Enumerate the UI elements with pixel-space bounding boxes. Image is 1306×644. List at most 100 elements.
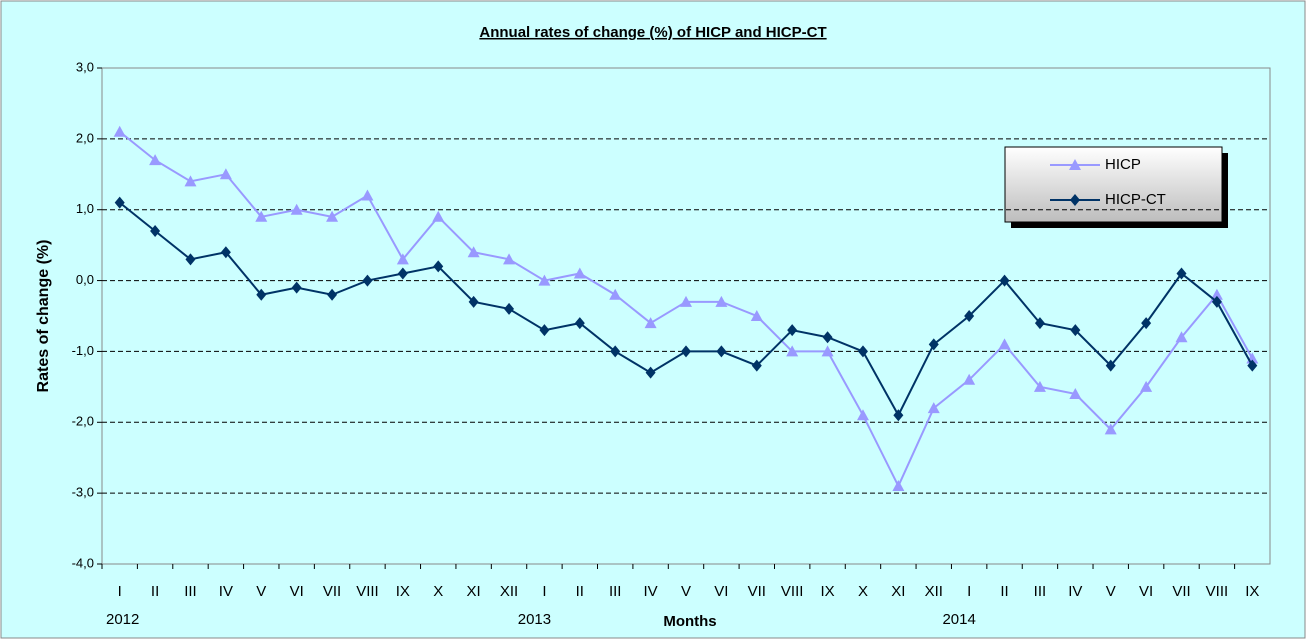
point-marker [856,409,869,421]
x-tick-label: II [1000,583,1008,600]
point-marker [219,168,232,180]
point-marker [857,345,868,358]
point-marker [1210,288,1223,300]
x-tick-label: I [542,583,546,600]
point-marker [751,359,762,372]
point-marker [750,310,763,321]
point-marker [396,253,409,265]
point-marker [822,331,833,344]
x-tick-label: I [967,583,971,600]
point-marker [290,203,303,215]
year-label: 2013 [518,611,551,628]
point-marker [468,295,479,308]
y-tick-label: 0,0 [76,272,94,287]
point-marker [1070,324,1081,337]
point-marker [1247,359,1258,372]
year-label: 2012 [106,611,139,628]
x-tick-label: XII [500,583,518,600]
point-marker [716,345,727,358]
point-marker [998,338,1011,350]
point-marker [927,402,940,414]
x-tick-label: XI [891,583,905,600]
point-marker [1034,317,1045,330]
point-marker [574,317,585,330]
point-marker [573,267,586,279]
point-marker [644,317,657,329]
point-marker [113,125,126,137]
x-tick-label: III [1034,583,1047,600]
x-tick-label: IX [820,583,834,600]
point-marker [361,189,374,201]
x-tick-label: IX [396,583,410,600]
x-tick-label: VII [323,583,341,600]
point-marker [1033,380,1046,392]
x-tick-label: I [118,583,122,600]
x-tick-label: V [256,583,266,600]
x-tick-label: IV [1068,583,1082,600]
point-marker [1176,267,1187,280]
point-marker [185,253,196,266]
y-tick-label: -2,0 [72,414,94,429]
x-tick-label: X [433,583,443,600]
x-tick-label: IV [219,583,233,600]
y-tick-label: -4,0 [72,555,94,570]
point-marker [1211,295,1222,308]
legend-label: HICP [1105,156,1141,173]
point-marker [1104,423,1117,435]
point-marker [1175,331,1188,343]
point-marker [964,310,975,322]
point-marker [1140,380,1153,392]
x-tick-label: VIII [1206,583,1229,600]
point-marker [432,210,445,222]
point-marker [1069,159,1081,170]
y-tick-label: 2,0 [76,130,94,145]
point-marker [787,324,798,337]
point-marker [255,210,268,222]
point-marker [291,281,302,294]
point-marker [504,302,515,315]
point-marker [680,295,692,307]
point-marker [467,246,480,258]
point-marker [892,480,905,492]
y-tick-label: -3,0 [72,485,94,500]
point-marker [538,274,551,286]
point-marker [645,366,656,379]
chart-title: Annual rates of change (%) of HICP and H… [479,24,826,41]
x-tick-label: IX [1245,583,1259,600]
point-marker [999,274,1010,287]
point-marker [433,260,444,273]
y-tick-label: -1,0 [72,343,94,358]
x-axis-label: Months [663,613,716,630]
x-tick-label: VIII [356,583,379,600]
point-marker [963,373,976,385]
x-tick-label: V [681,583,691,600]
point-marker [327,288,338,301]
y-tick-label: 1,0 [76,201,94,216]
point-marker [362,274,373,287]
point-marker [149,154,162,166]
x-tick-label: X [858,583,868,600]
point-marker [1141,317,1152,330]
point-marker [610,345,621,358]
x-tick-label: VIII [781,583,804,600]
x-tick-label: II [151,583,159,600]
point-marker [256,288,267,301]
x-tick-label: XI [467,583,481,600]
point-marker [503,253,516,265]
point-marker [715,295,728,307]
point-marker [397,267,408,280]
point-marker [681,345,691,358]
y-axis-label: Rates of change (%) [35,240,52,393]
x-tick-label: VI [714,583,728,600]
legend-label: HICP-CT [1105,191,1166,208]
point-marker [786,345,799,357]
x-tick-label: VII [748,583,766,600]
point-marker [1069,387,1082,399]
point-marker [893,409,904,422]
plot-area [101,67,1271,565]
point-marker [928,338,939,351]
point-marker [1105,359,1116,372]
point-marker [609,288,622,300]
x-tick-label: VI [1139,583,1153,600]
